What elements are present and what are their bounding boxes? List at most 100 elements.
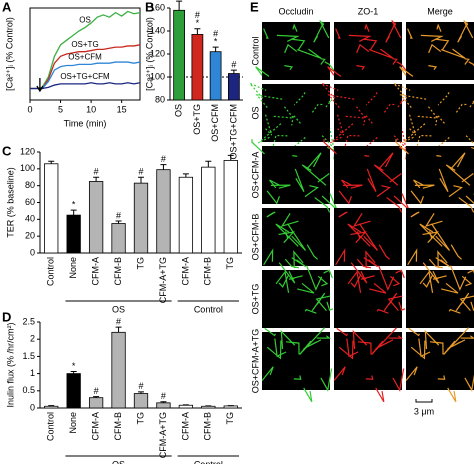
x-tick-label: 10 [86, 104, 96, 114]
x-tick-label: TG [225, 257, 235, 270]
bar [133, 393, 149, 409]
significance-mark: * [72, 361, 76, 371]
bar [111, 331, 126, 409]
y-tick-label: 40 [25, 214, 35, 224]
x-tick-label: CFM-A [90, 412, 100, 441]
micrograph [262, 262, 334, 328]
row-label: OS+CFM-B [250, 214, 260, 261]
significance-mark: # [116, 317, 121, 327]
error-bar [93, 176, 100, 182]
micrograph [251, 139, 338, 211]
error-bar [48, 405, 55, 407]
cell-borders [275, 262, 334, 314]
micrograph [395, 139, 474, 205]
cell-borders [407, 197, 474, 269]
column-header: Occludin [278, 6, 313, 16]
significance-mark: # [161, 391, 166, 401]
group-label: OS [112, 459, 125, 464]
error-bar [115, 220, 122, 224]
error-bar [194, 28, 201, 35]
micrograph [406, 197, 474, 269]
group-label: Control [194, 304, 223, 314]
y-axis-label: [Ca²⁺]ᵢ (% Control) [144, 17, 154, 91]
bar [223, 405, 238, 409]
cell-borders [327, 20, 410, 77]
micrograph [255, 20, 338, 80]
micrograph [399, 20, 474, 80]
x-tick-label: Control [46, 257, 56, 286]
bar [88, 181, 104, 254]
significance-mark: # [195, 10, 200, 20]
bar [156, 402, 171, 409]
bar [173, 9, 185, 101]
error-bar [70, 371, 77, 374]
micrograph [327, 20, 410, 80]
y-tick-label: 2 [30, 334, 35, 344]
micrograph [405, 327, 474, 403]
significance-mark: # [94, 386, 99, 396]
micrograph [334, 197, 403, 269]
micrograph [393, 82, 474, 153]
row-label: OS+TG [250, 284, 260, 315]
y-tick-label: 80 [25, 180, 35, 190]
panel-label: A [2, 0, 12, 14]
x-tick-label: None [68, 412, 78, 434]
x-tick-label: CFM-B [203, 257, 213, 286]
error-bar [93, 396, 100, 398]
x-tick-label: OS [174, 104, 184, 117]
cell-borders [399, 20, 474, 77]
micrograph [406, 262, 474, 328]
x-tick-label: OS+TG+CFM [228, 104, 238, 160]
error-bar [48, 160, 55, 164]
cell-borders [333, 327, 405, 403]
cell-borders [261, 327, 333, 403]
x-tick-label: CFM-B [203, 412, 213, 441]
y-tick-label: 0 [30, 247, 35, 257]
x-tick-label: 0 [27, 104, 32, 114]
series-line [30, 61, 141, 90]
x-tick-label: 5 [58, 104, 63, 114]
significance-mark: # [213, 28, 218, 38]
significance-mark: * [214, 36, 218, 46]
y-axis-label: Inulin flux (% /hr/cm²) [5, 322, 15, 407]
y-axis-label: [Ca²⁺]ᵢ (% Control) [4, 17, 14, 91]
y-tick-label: 60 [25, 197, 35, 207]
micrograph [262, 197, 331, 269]
bar [227, 73, 240, 101]
cell-borders [321, 82, 407, 153]
x-tick-label: OS+TG [192, 104, 202, 135]
row-label: Control [250, 36, 260, 65]
x-tick-label: TG [225, 412, 235, 425]
significance-mark: # [231, 59, 236, 69]
error-bar [160, 401, 167, 403]
x-tick-label: TG [135, 257, 145, 270]
x-tick-label: CFM-B [113, 412, 123, 441]
y-axis-label: TER (% baseline) [5, 167, 15, 238]
plot-frame [29, 7, 141, 101]
significance-mark: * [196, 18, 200, 28]
error-bar [138, 391, 144, 394]
x-tick-label: 15 [117, 104, 127, 114]
row-label: OS+CFM-A+TG [250, 329, 260, 394]
y-tick-label: 20 [25, 231, 35, 241]
row-label: OS+CFM-A [250, 152, 260, 199]
micrograph-background [262, 84, 330, 142]
panel-label: E [250, 0, 259, 14]
error-bar [212, 46, 219, 52]
x-tick-label: None [68, 257, 78, 279]
x-tick-label: CFM-A [90, 257, 100, 286]
cell-borders [249, 82, 335, 153]
scale-bar [415, 399, 433, 403]
bar [66, 373, 81, 409]
y-tick-label: 100 [150, 71, 165, 81]
error-bar [176, 0, 183, 11]
series-label: OS+TG+CFM [60, 72, 110, 81]
cell-borders [405, 327, 474, 403]
y-tick-label: 100 [20, 163, 35, 173]
y-tick-label: 120 [150, 48, 165, 58]
x-tick-label: Control [46, 412, 56, 441]
bar [178, 404, 194, 409]
x-tick-label: OS+CFM [210, 104, 220, 142]
y-tick-label: 0.5 [22, 385, 35, 395]
